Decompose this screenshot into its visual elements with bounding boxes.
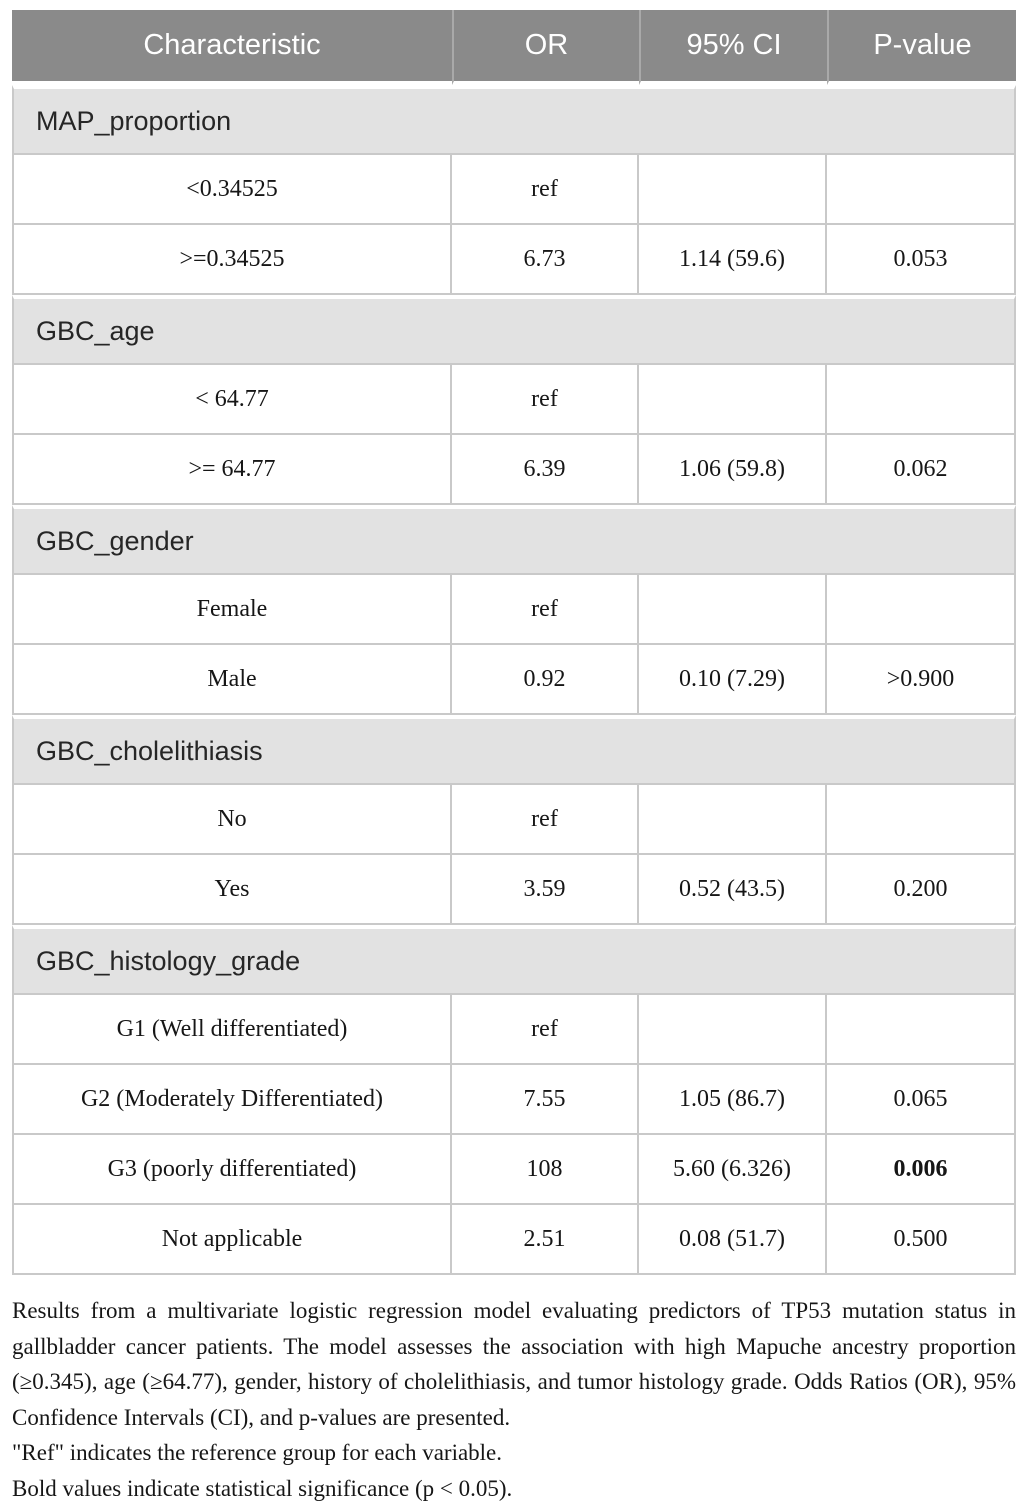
section-row: GBC_histology_grade bbox=[12, 925, 1016, 995]
col-header-or: OR bbox=[452, 10, 639, 85]
cell-ci bbox=[639, 575, 827, 645]
cell-characteristic: No bbox=[12, 785, 452, 855]
cell-or: ref bbox=[452, 155, 639, 225]
cell-or: 2.51 bbox=[452, 1205, 639, 1275]
cell-or: 7.55 bbox=[452, 1065, 639, 1135]
cell-p bbox=[827, 995, 1016, 1065]
cell-characteristic: <0.34525 bbox=[12, 155, 452, 225]
cell-p: 0.006 bbox=[827, 1135, 1016, 1205]
cell-p: 0.200 bbox=[827, 855, 1016, 925]
section-label: GBC_cholelithiasis bbox=[12, 715, 1016, 785]
cell-or: 0.92 bbox=[452, 645, 639, 715]
cell-characteristic: Male bbox=[12, 645, 452, 715]
cell-ci bbox=[639, 785, 827, 855]
cell-or: 3.59 bbox=[452, 855, 639, 925]
table-footnote: Results from a multivariate logistic reg… bbox=[12, 1293, 1016, 1506]
cell-ci: 1.14 (59.6) bbox=[639, 225, 827, 295]
cell-characteristic: Yes bbox=[12, 855, 452, 925]
footnote-description: Results from a multivariate logistic reg… bbox=[12, 1293, 1016, 1435]
cell-p bbox=[827, 785, 1016, 855]
cell-p: 0.065 bbox=[827, 1065, 1016, 1135]
cell-ci: 1.06 (59.8) bbox=[639, 435, 827, 505]
section-label: GBC_histology_grade bbox=[12, 925, 1016, 995]
cell-or: 6.73 bbox=[452, 225, 639, 295]
cell-characteristic: G2 (Moderately Differentiated) bbox=[12, 1065, 452, 1135]
cell-ci bbox=[639, 365, 827, 435]
cell-or: ref bbox=[452, 365, 639, 435]
footnote-ref-note: "Ref" indicates the reference group for … bbox=[12, 1435, 1016, 1471]
section-label: GBC_gender bbox=[12, 505, 1016, 575]
section-row: GBC_gender bbox=[12, 505, 1016, 575]
cell-p: 0.053 bbox=[827, 225, 1016, 295]
cell-p: 0.062 bbox=[827, 435, 1016, 505]
cell-characteristic: < 64.77 bbox=[12, 365, 452, 435]
cell-ci: 0.10 (7.29) bbox=[639, 645, 827, 715]
cell-characteristic: Female bbox=[12, 575, 452, 645]
cell-p bbox=[827, 155, 1016, 225]
section-label: MAP_proportion bbox=[12, 85, 1016, 155]
cell-p: >0.900 bbox=[827, 645, 1016, 715]
cell-or: 108 bbox=[452, 1135, 639, 1205]
cell-or: 6.39 bbox=[452, 435, 639, 505]
cell-ci bbox=[639, 995, 827, 1065]
col-header-characteristic: Characteristic bbox=[12, 10, 452, 85]
regression-results-table: Characteristic OR 95% CI P-value MAP_pro… bbox=[12, 10, 1016, 1275]
table-header-row: Characteristic OR 95% CI P-value bbox=[12, 10, 1016, 85]
cell-ci: 1.05 (86.7) bbox=[639, 1065, 827, 1135]
section-row: MAP_proportion bbox=[12, 85, 1016, 155]
col-header-pvalue: P-value bbox=[827, 10, 1016, 85]
cell-p bbox=[827, 575, 1016, 645]
section-label: GBC_age bbox=[12, 295, 1016, 365]
table-row: G1 (Well differentiated)ref bbox=[12, 995, 1016, 1065]
cell-characteristic: G3 (poorly differentiated) bbox=[12, 1135, 452, 1205]
cell-characteristic: Not applicable bbox=[12, 1205, 452, 1275]
cell-or: ref bbox=[452, 575, 639, 645]
cell-characteristic: >= 64.77 bbox=[12, 435, 452, 505]
cell-ci: 5.60 (6.326) bbox=[639, 1135, 827, 1205]
section-row: GBC_age bbox=[12, 295, 1016, 365]
cell-ci bbox=[639, 155, 827, 225]
cell-ci: 0.08 (51.7) bbox=[639, 1205, 827, 1275]
cell-p bbox=[827, 365, 1016, 435]
cell-characteristic: G1 (Well differentiated) bbox=[12, 995, 452, 1065]
section-row: GBC_cholelithiasis bbox=[12, 715, 1016, 785]
cell-ci: 0.52 (43.5) bbox=[639, 855, 827, 925]
col-header-95ci: 95% CI bbox=[639, 10, 827, 85]
cell-characteristic: >=0.34525 bbox=[12, 225, 452, 295]
cell-p: 0.500 bbox=[827, 1205, 1016, 1275]
cell-or: ref bbox=[452, 995, 639, 1065]
cell-or: ref bbox=[452, 785, 639, 855]
